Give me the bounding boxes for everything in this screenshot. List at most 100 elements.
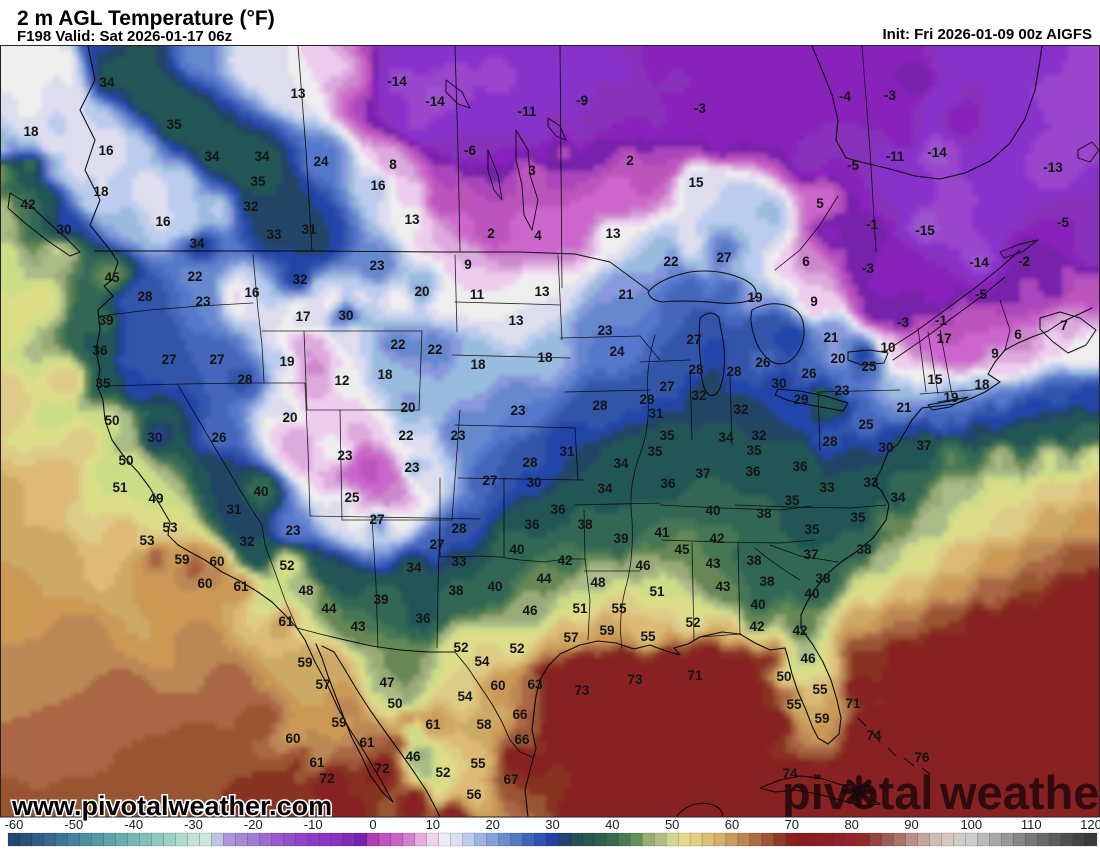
svg-text:35: 35 (647, 444, 663, 459)
svg-text:27: 27 (429, 537, 444, 552)
svg-text:-11: -11 (518, 104, 537, 119)
svg-text:9: 9 (464, 257, 472, 272)
svg-text:28: 28 (237, 372, 253, 387)
svg-text:52: 52 (685, 615, 700, 630)
svg-text:10: 10 (426, 817, 440, 832)
svg-text:30: 30 (338, 308, 353, 323)
svg-text:35: 35 (166, 117, 182, 132)
svg-text:53: 53 (139, 533, 155, 548)
svg-text:-9: -9 (576, 93, 588, 108)
svg-text:16: 16 (370, 178, 386, 193)
svg-text:5: 5 (816, 196, 824, 211)
svg-text:60: 60 (725, 817, 739, 832)
svg-text:32: 32 (292, 272, 307, 287)
svg-text:51: 51 (649, 584, 665, 599)
svg-text:12: 12 (334, 373, 349, 388)
svg-text:61: 61 (425, 717, 441, 732)
svg-text:71: 71 (845, 696, 861, 711)
svg-text:38: 38 (756, 506, 772, 521)
svg-text:90: 90 (904, 817, 918, 832)
svg-text:0: 0 (369, 817, 376, 832)
svg-text:23: 23 (285, 523, 301, 538)
svg-text:43: 43 (715, 579, 731, 594)
svg-text:50: 50 (118, 453, 133, 468)
svg-text:13: 13 (534, 284, 550, 299)
svg-text:36: 36 (660, 476, 676, 491)
svg-text:54: 54 (457, 689, 473, 704)
svg-text:9: 9 (810, 294, 818, 309)
svg-text:10: 10 (880, 340, 895, 355)
svg-text:36: 36 (415, 611, 431, 626)
svg-text:21: 21 (618, 287, 634, 302)
svg-text:2: 2 (626, 153, 634, 168)
svg-text:42: 42 (20, 197, 35, 212)
svg-text:30: 30 (771, 376, 786, 391)
svg-text:40: 40 (705, 503, 720, 518)
svg-text:34: 34 (254, 149, 270, 164)
svg-text:33: 33 (266, 227, 282, 242)
svg-text:35: 35 (95, 376, 111, 391)
svg-text:23: 23 (369, 258, 385, 273)
svg-text:34: 34 (99, 75, 115, 90)
svg-text:40: 40 (509, 542, 524, 557)
svg-text:32: 32 (239, 534, 254, 549)
svg-text:18: 18 (23, 124, 39, 139)
svg-text:38: 38 (856, 542, 872, 557)
svg-text:32: 32 (751, 428, 766, 443)
svg-text:9: 9 (991, 346, 999, 361)
svg-text:26: 26 (211, 430, 227, 445)
svg-text:18: 18 (470, 357, 486, 372)
svg-text:38: 38 (448, 583, 464, 598)
svg-text:50: 50 (104, 413, 119, 428)
svg-text:13: 13 (290, 86, 306, 101)
svg-text:19: 19 (747, 290, 762, 305)
svg-text:31: 31 (648, 406, 664, 421)
svg-text:55: 55 (786, 697, 802, 712)
svg-text:23: 23 (597, 323, 613, 338)
svg-text:61: 61 (359, 735, 375, 750)
svg-text:28: 28 (639, 392, 655, 407)
svg-text:43: 43 (705, 556, 721, 571)
svg-text:38: 38 (759, 574, 775, 589)
svg-text:29: 29 (793, 392, 808, 407)
svg-text:-6: -6 (464, 143, 476, 158)
svg-text:66: 66 (514, 732, 530, 747)
svg-text:32: 32 (733, 402, 748, 417)
svg-text:2 m AGL Temperature (°F): 2 m AGL Temperature (°F) (17, 7, 275, 30)
svg-text:17: 17 (295, 309, 310, 324)
svg-text:37: 37 (695, 466, 710, 481)
svg-text:38: 38 (746, 553, 762, 568)
svg-text:59: 59 (331, 715, 346, 730)
svg-text:30: 30 (526, 475, 541, 490)
svg-text:21: 21 (896, 400, 912, 415)
svg-text:28: 28 (451, 521, 467, 536)
svg-text:71: 71 (687, 668, 703, 683)
svg-text:27: 27 (659, 379, 674, 394)
svg-text:56: 56 (466, 787, 482, 802)
svg-text:40: 40 (605, 817, 619, 832)
svg-text:38: 38 (577, 517, 593, 532)
svg-text:24: 24 (313, 154, 329, 169)
svg-text:-3: -3 (884, 88, 896, 103)
svg-text:67: 67 (503, 772, 518, 787)
svg-text:40: 40 (253, 484, 268, 499)
svg-text:34: 34 (890, 490, 906, 505)
svg-text:55: 55 (640, 629, 656, 644)
svg-text:120: 120 (1080, 817, 1100, 832)
svg-text:-11: -11 (886, 149, 905, 164)
svg-text:www.pivotalweather.com: www.pivotalweather.com (11, 791, 332, 821)
svg-text:15: 15 (927, 372, 943, 387)
svg-text:34: 34 (204, 149, 220, 164)
svg-text:37: 37 (803, 547, 818, 562)
svg-text:50: 50 (665, 817, 679, 832)
svg-text:74: 74 (782, 766, 798, 781)
svg-text:-14: -14 (425, 94, 445, 109)
svg-text:28: 28 (137, 289, 153, 304)
svg-text:60: 60 (490, 678, 505, 693)
svg-text:36: 36 (550, 502, 566, 517)
svg-text:100: 100 (960, 817, 982, 832)
svg-text:39: 39 (613, 531, 628, 546)
svg-text:76: 76 (914, 750, 930, 765)
svg-text:59: 59 (814, 711, 829, 726)
svg-text:18: 18 (93, 184, 109, 199)
